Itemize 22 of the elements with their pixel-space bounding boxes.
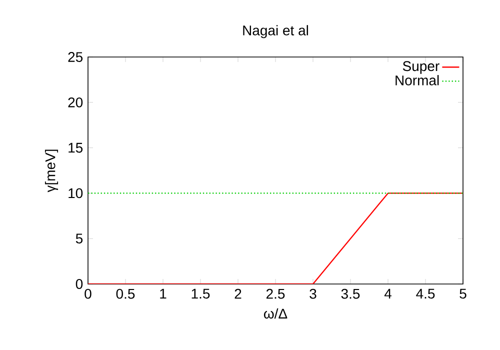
x-tick-label: 4.5 xyxy=(416,288,435,299)
y-tick-label: 15 xyxy=(68,142,83,153)
y-axis-title: γ[meV] xyxy=(44,150,58,192)
x-tick-label: 3 xyxy=(310,288,316,299)
y-tick-label: 10 xyxy=(68,188,83,198)
x-tick-label: 1.5 xyxy=(192,288,210,299)
y-tick-label: 20 xyxy=(68,97,83,108)
y-tick-label: 25 xyxy=(68,52,83,62)
legend-label: Normal xyxy=(396,75,439,86)
chart-title: Nagai et al xyxy=(243,25,308,38)
x-tick-label: 3.5 xyxy=(341,288,360,299)
x-tick-label: 5 xyxy=(460,288,466,299)
x-tick-label: 1 xyxy=(160,288,166,298)
x-tick-label: 4 xyxy=(384,288,392,298)
x-tick-label: 0.5 xyxy=(116,288,135,299)
y-tick-label: 0 xyxy=(76,279,83,289)
y-tick-label: 5 xyxy=(76,234,83,244)
x-tick-label: 0 xyxy=(84,288,92,299)
x-axis-title: ω/Δ xyxy=(264,308,288,319)
x-tick-label: 2.5 xyxy=(266,288,285,299)
x-tick-label: 2 xyxy=(234,288,242,299)
legend-label: Super xyxy=(402,61,440,74)
